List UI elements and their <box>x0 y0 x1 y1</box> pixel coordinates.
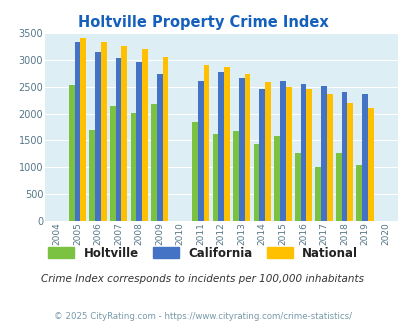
Bar <box>197 82 203 221</box>
Legend: Holtville, California, National: Holtville, California, National <box>43 242 362 264</box>
Bar <box>212 134 218 221</box>
Bar <box>130 113 136 221</box>
Bar <box>162 57 168 221</box>
Bar <box>115 58 121 221</box>
Text: Holtville Property Crime Index: Holtville Property Crime Index <box>77 15 328 30</box>
Bar <box>279 81 285 221</box>
Bar <box>89 130 95 221</box>
Bar <box>367 108 373 221</box>
Bar <box>192 122 197 221</box>
Bar <box>347 103 352 221</box>
Bar <box>264 82 270 221</box>
Bar <box>95 52 101 221</box>
Bar <box>80 38 86 221</box>
Bar <box>326 94 332 221</box>
Bar <box>274 136 279 221</box>
Bar <box>305 89 311 221</box>
Bar <box>136 62 142 221</box>
Bar <box>361 94 367 221</box>
Text: © 2025 CityRating.com - https://www.cityrating.com/crime-statistics/: © 2025 CityRating.com - https://www.city… <box>54 312 351 321</box>
Bar <box>294 153 300 221</box>
Bar <box>341 92 347 221</box>
Bar <box>232 131 238 221</box>
Bar <box>300 83 305 221</box>
Bar <box>121 46 127 221</box>
Bar <box>253 144 259 221</box>
Bar <box>285 87 291 221</box>
Bar <box>142 49 147 221</box>
Bar <box>224 67 229 221</box>
Bar <box>259 89 264 221</box>
Bar <box>69 84 75 221</box>
Bar <box>101 42 107 221</box>
Bar <box>320 86 326 221</box>
Bar <box>156 74 162 221</box>
Bar <box>203 65 209 221</box>
Bar <box>335 153 341 221</box>
Bar <box>244 74 250 221</box>
Bar <box>151 104 156 221</box>
Bar <box>110 106 115 221</box>
Bar <box>356 165 361 221</box>
Bar <box>75 42 80 221</box>
Bar <box>218 72 224 221</box>
Text: Crime Index corresponds to incidents per 100,000 inhabitants: Crime Index corresponds to incidents per… <box>41 274 364 284</box>
Bar <box>315 167 320 221</box>
Bar <box>238 78 244 221</box>
